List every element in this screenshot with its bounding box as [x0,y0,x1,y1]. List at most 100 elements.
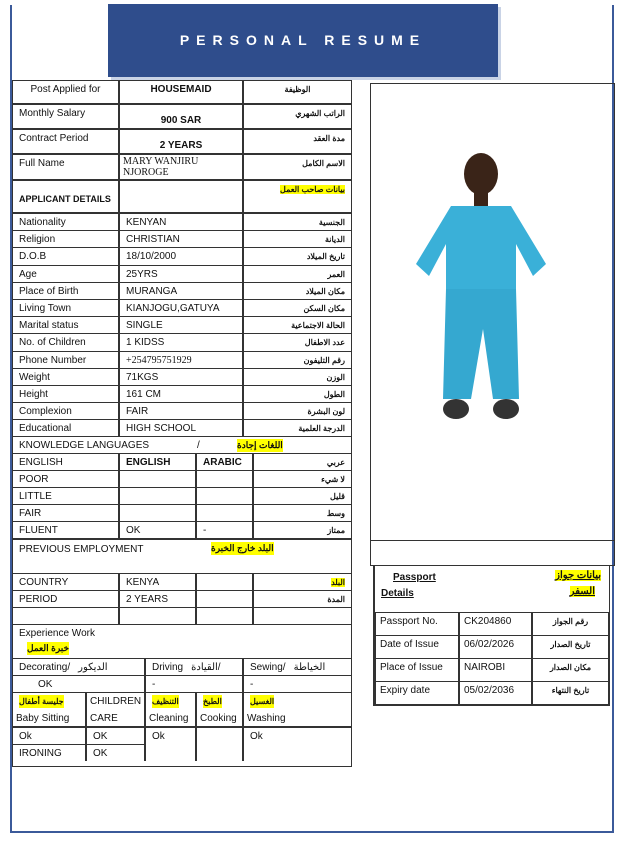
passport-label-text: Place of Issue [380,662,443,673]
skill-cooking-text: Cooking [200,713,237,724]
top-label-text: Monthly Salary [19,108,86,119]
skill-washing-value: Ok [243,727,352,762]
top-value: 2 YEARS [119,129,243,154]
prev-blank [196,607,253,625]
skill-decorating-value: OK [12,675,145,693]
top-ar: الراتب الشهري [243,104,352,129]
detail-label-text: Age [19,269,37,280]
skill-baby-sitting-text: جليسة أطفال [19,695,64,708]
lang-header-arabic-text: ARABIC [203,457,242,468]
prev-label-text: PERIOD [19,594,58,605]
experience-heading-text: Experience Work [19,628,95,639]
passport-label-text: Date of Issue [380,639,439,650]
languages-heading-text: اللغات إجادة [237,439,283,452]
lang-level: FLUENT [12,521,119,539]
skill-ironing-value: OK [86,744,145,762]
lang-header-ar: عربي [253,453,352,471]
skill-sewing-text: الخياطة [293,662,326,673]
detail-label: Marital status [12,316,119,334]
detail-ar-text: الحالة الاجتماعية [291,321,345,330]
skill-cooking: الطبخ Cooking [196,692,243,727]
applicant-details-ar: بيانات صاحب العمل [243,180,352,213]
detail-value-text: CHRISTIAN [126,234,180,245]
top-ar-text: مدة العقد [313,134,345,143]
lang-ar: قليل [253,487,352,505]
skill-washing-text: الغسيل [250,695,275,708]
skill-driving-text: Driving [152,662,184,673]
passport-label: Expiry date [375,681,459,705]
detail-label-text: Marital status [19,320,79,331]
skill-washing-value-text: Ok [250,731,263,742]
detail-value-text: 161 CM [126,389,162,400]
prev-value: KENYA [119,573,196,591]
detail-label: Place of Birth [12,282,119,300]
detail-label: Religion [12,230,119,248]
detail-label-text: Living Town [19,303,72,314]
detail-value: FAIR [119,402,243,420]
top-ar: مدة العقد [243,129,352,154]
detail-ar: الديانة [243,230,352,248]
lang-header-english-text: ENGLISH [126,457,171,468]
skill-washing-text: Washing [247,713,286,724]
prev-label [12,607,119,625]
languages-heading-text: / [197,440,200,451]
passport-ar: مكان الصدار [532,658,609,682]
detail-ar-text: تاريخ الميلاد [306,252,345,261]
top-value-text: 900 SAR [160,115,202,126]
top-label: Contract Period [12,129,119,154]
lang-arabic [196,470,253,488]
detail-ar-text: مكان الميلاد [305,287,345,296]
detail-value-text: MURANGA [126,286,178,297]
detail-value-text: SINGLE [126,320,163,331]
lang-english [119,504,196,522]
detail-ar-text: الوزن [326,373,345,382]
prev-ar: المدة [253,590,352,608]
detail-ar: مكان الميلاد [243,282,352,300]
skill-baby-value: Ok [12,727,86,745]
lang-header-ar-text: عربي [326,458,345,467]
detail-ar: الطول [243,385,352,403]
skill-children-care: CHILDREN CARE [86,692,145,727]
top-value-text: 2 YEARS [159,140,203,151]
detail-ar-text: عدد الاطفال [304,338,345,347]
applicant-details-blank [119,180,243,213]
detail-value-text: 71KGS [126,372,159,383]
prev-value-text: 2 YEARS [126,594,169,605]
prev-blank [196,573,253,591]
detail-ar: مكان السكن [243,299,352,317]
table-bottom [12,761,352,767]
detail-ar: لون البشرة [243,402,352,420]
detail-value: KIANJOGU,GATUYA [119,299,243,317]
applicant-details-label: APPLICANT DETAILS [12,180,119,213]
detail-ar: العمر [243,265,352,283]
languages-heading: KNOWLEDGE LANGUAGES / اللغات إجادة [12,436,352,454]
lang-arabic: - [196,521,253,539]
detail-ar: تاريخ الميلاد [243,247,352,266]
passport-ar-text: مكان الصدار [549,663,592,672]
detail-value: +254795751929 [119,351,243,369]
skill-cleaning-text: التنظيف [152,695,179,708]
photo-frame [370,83,615,541]
detail-ar-text: الجنسية [318,218,345,227]
detail-label: Height [12,385,119,403]
detail-ar: الجنسية [243,213,352,231]
detail-value-text: KIANJOGU,GATUYA [126,303,220,314]
prev-blank [196,590,253,608]
detail-label: D.O.B [12,247,119,266]
skill-decorating-text: الديكور [78,662,108,673]
detail-ar-text: الطول [323,390,345,399]
skill-driving: Driving القيادة/ [145,658,243,676]
prev-label-text: COUNTRY [19,577,69,588]
skill-cleaning-value: Ok [145,727,196,762]
applicant-photo [416,153,546,419]
detail-value: 25YRS [119,265,243,283]
top-ar-text: الوظيفة [284,85,311,94]
lang-level-text: LITTLE [19,491,52,502]
detail-ar-text: مكان السكن [303,304,345,313]
detail-label: No. of Children [12,333,119,352]
lang-english [119,470,196,488]
lang-level: FAIR [12,504,119,522]
passport-heading-2: Details [381,588,414,599]
applicant-details-ar-text: بيانات صاحب العمل [280,185,345,194]
detail-value: 71KGS [119,368,243,386]
